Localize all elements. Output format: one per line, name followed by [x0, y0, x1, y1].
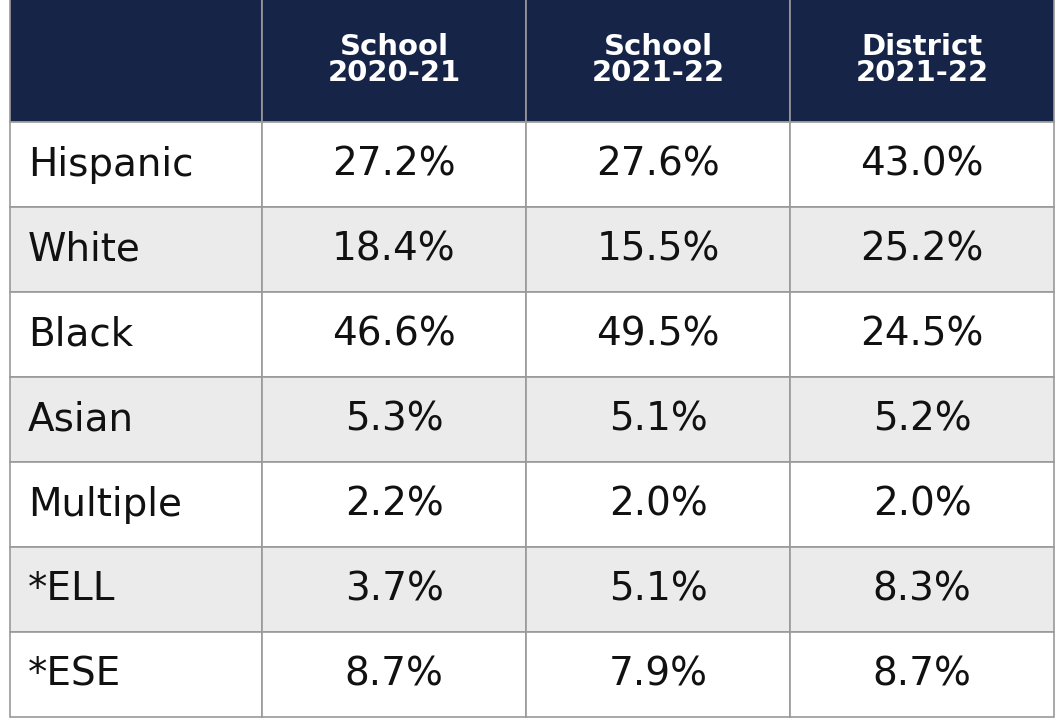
Text: 5.1%: 5.1%: [609, 571, 708, 608]
Text: 15.5%: 15.5%: [596, 230, 719, 268]
Bar: [789, 122, 1054, 207]
Text: 2.0%: 2.0%: [872, 486, 971, 523]
Text: Black: Black: [28, 316, 133, 353]
Bar: [526, 632, 789, 717]
Text: Asian: Asian: [28, 401, 134, 438]
Text: 7.9%: 7.9%: [609, 656, 708, 694]
Text: 46.6%: 46.6%: [332, 316, 455, 353]
Bar: [262, 632, 526, 717]
Bar: [262, 207, 526, 292]
Bar: [262, 462, 526, 547]
Bar: [789, 547, 1054, 632]
Bar: [789, 292, 1054, 377]
Bar: [10, 207, 262, 292]
Text: 3.7%: 3.7%: [345, 571, 444, 608]
Bar: [526, 292, 789, 377]
Text: 27.6%: 27.6%: [596, 145, 720, 183]
Bar: [526, 377, 789, 462]
Text: 2021-22: 2021-22: [592, 59, 725, 87]
Text: 2.0%: 2.0%: [609, 486, 708, 523]
Text: Hispanic: Hispanic: [28, 145, 194, 183]
Text: *ELL: *ELL: [28, 571, 116, 608]
Text: 8.7%: 8.7%: [872, 656, 971, 694]
Text: 43.0%: 43.0%: [861, 145, 984, 183]
Text: 2021-22: 2021-22: [855, 59, 988, 87]
Text: 5.2%: 5.2%: [872, 401, 971, 438]
Bar: [526, 0, 789, 122]
Bar: [789, 377, 1054, 462]
Text: 2.2%: 2.2%: [345, 486, 444, 523]
Text: 8.3%: 8.3%: [872, 571, 971, 608]
Bar: [262, 547, 526, 632]
Bar: [789, 207, 1054, 292]
Bar: [10, 122, 262, 207]
Bar: [262, 292, 526, 377]
Bar: [789, 462, 1054, 547]
Bar: [262, 0, 526, 122]
Text: 5.3%: 5.3%: [345, 401, 444, 438]
Text: 5.1%: 5.1%: [609, 401, 708, 438]
Text: 27.2%: 27.2%: [332, 145, 455, 183]
Bar: [526, 547, 789, 632]
Bar: [10, 0, 262, 122]
Bar: [789, 632, 1054, 717]
Text: 49.5%: 49.5%: [596, 316, 719, 353]
Bar: [10, 292, 262, 377]
Bar: [789, 0, 1054, 122]
Text: 8.7%: 8.7%: [345, 656, 444, 694]
Bar: [10, 377, 262, 462]
Bar: [10, 547, 262, 632]
Text: 25.2%: 25.2%: [861, 230, 984, 268]
Bar: [262, 377, 526, 462]
Text: 18.4%: 18.4%: [332, 230, 455, 268]
Text: White: White: [28, 230, 140, 268]
Text: School: School: [339, 33, 449, 61]
Text: 24.5%: 24.5%: [861, 316, 984, 353]
Text: District: District: [862, 33, 982, 61]
Bar: [10, 462, 262, 547]
Bar: [10, 632, 262, 717]
Text: School: School: [603, 33, 713, 61]
Text: 2020-21: 2020-21: [328, 59, 461, 87]
Bar: [526, 122, 789, 207]
Text: Multiple: Multiple: [28, 486, 182, 523]
Text: *ESE: *ESE: [28, 656, 121, 694]
Bar: [526, 462, 789, 547]
Bar: [526, 207, 789, 292]
Bar: [262, 122, 526, 207]
